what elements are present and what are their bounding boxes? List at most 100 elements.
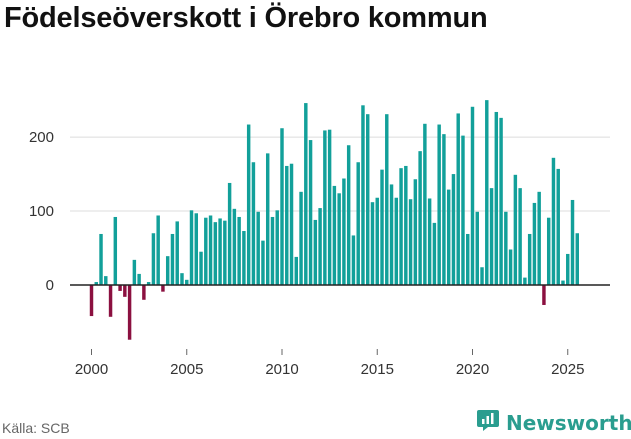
bar <box>308 140 313 285</box>
bar <box>399 168 403 285</box>
x-tick-label: 2000 <box>75 361 108 378</box>
bar <box>246 124 251 285</box>
bar <box>566 253 570 285</box>
bar <box>442 134 446 285</box>
bar <box>356 162 360 285</box>
bar <box>137 273 141 285</box>
bar <box>346 145 351 285</box>
bar <box>237 216 241 285</box>
bar <box>165 256 170 285</box>
x-tick-label: 2025 <box>551 361 584 378</box>
bar <box>475 211 479 285</box>
bar <box>385 114 389 286</box>
bar <box>537 191 541 285</box>
bar <box>123 285 127 297</box>
y-tick-label: 200 <box>29 129 54 146</box>
bar <box>285 165 289 285</box>
bar <box>289 163 294 285</box>
bar <box>242 231 246 285</box>
bar <box>556 168 560 285</box>
bar <box>99 233 103 285</box>
bar <box>518 188 522 285</box>
bar <box>132 259 137 285</box>
bar <box>294 256 299 285</box>
y-tick-label: 0 <box>46 277 54 294</box>
bar <box>208 215 213 285</box>
bar <box>142 285 146 300</box>
bar <box>532 202 537 285</box>
bar <box>261 240 265 285</box>
bar <box>127 285 132 340</box>
bar <box>504 211 508 285</box>
bar <box>265 153 270 285</box>
bar <box>275 210 279 285</box>
bar <box>327 129 332 285</box>
bar <box>408 199 413 285</box>
bar <box>194 213 198 285</box>
bar <box>213 222 218 285</box>
bar <box>189 210 194 285</box>
bar <box>513 174 518 285</box>
x-tick-label: 2010 <box>265 361 298 378</box>
bar <box>451 174 456 285</box>
bar <box>89 285 94 317</box>
bar <box>118 285 122 291</box>
bar <box>389 184 394 285</box>
bar <box>180 273 184 285</box>
axes: 0 100 200 2000 2005 2010 2015 2020 2025 <box>29 129 610 378</box>
bar <box>551 157 556 285</box>
bar <box>508 249 513 285</box>
bar <box>542 285 546 305</box>
bar <box>456 113 460 285</box>
bar <box>323 130 327 285</box>
bar <box>337 193 341 285</box>
bar <box>218 218 222 285</box>
x-tick-label: 2005 <box>170 361 203 378</box>
bar <box>418 151 422 285</box>
bar <box>299 191 303 285</box>
bar <box>375 197 379 285</box>
bar <box>204 217 208 285</box>
bar <box>151 233 156 285</box>
bar <box>480 267 484 285</box>
brand-name: Newsworthy <box>506 410 631 435</box>
x-tick-label: 2015 <box>361 361 394 378</box>
bar <box>232 208 237 285</box>
bar <box>523 277 527 285</box>
bar <box>366 114 370 286</box>
bar <box>370 202 375 285</box>
bar <box>466 233 470 285</box>
bar <box>270 216 275 285</box>
bar <box>437 124 441 285</box>
bar <box>570 199 575 285</box>
bar <box>304 103 308 285</box>
x-tick-label: 2020 <box>456 361 489 378</box>
page-title: Födelseöverskott i Örebro kommun <box>4 2 488 34</box>
bar <box>575 233 579 285</box>
bar <box>313 219 318 285</box>
bar <box>161 285 165 292</box>
source-note: Källa: SCB <box>2 420 70 436</box>
bar <box>446 189 451 285</box>
brand-logo[interactable]: Newsworthy <box>476 408 631 437</box>
bar <box>485 100 489 286</box>
bar <box>432 222 437 285</box>
bar <box>146 282 151 285</box>
bar <box>404 165 408 285</box>
bar <box>256 211 260 285</box>
bar <box>380 169 384 285</box>
bar <box>104 276 108 285</box>
bar <box>561 280 565 285</box>
bar-series <box>89 100 579 340</box>
bar <box>361 105 365 285</box>
bar <box>499 117 503 286</box>
bar <box>280 128 284 285</box>
bar <box>494 111 499 286</box>
bar <box>175 221 179 285</box>
bar <box>527 233 532 285</box>
bar <box>546 217 551 285</box>
bar <box>470 106 475 285</box>
bar <box>318 208 322 285</box>
bar <box>342 178 346 285</box>
bar <box>185 279 189 285</box>
